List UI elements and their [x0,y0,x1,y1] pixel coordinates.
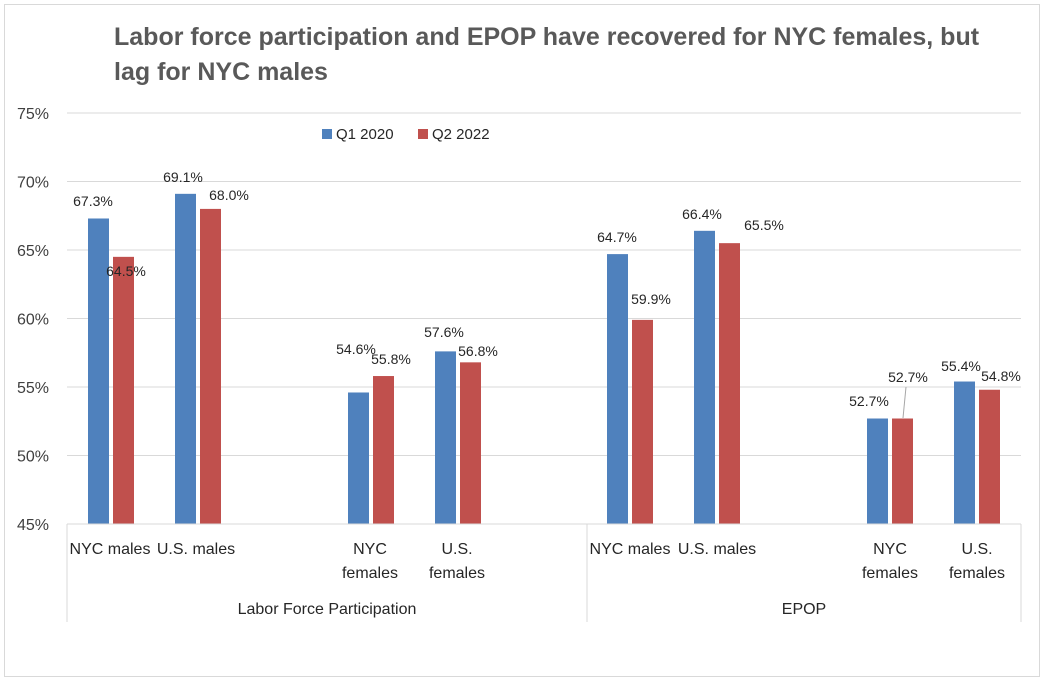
y-tick-label: 65% [17,243,49,260]
data-label: 69.1% [163,169,203,185]
x-tick-label: U.S. [441,541,472,558]
bar [200,208,221,524]
bar [867,418,888,524]
data-label: 54.6% [336,341,376,357]
data-label: 66.4% [682,206,722,222]
bar [460,362,481,524]
y-tick-label: 55% [17,380,49,397]
y-tick-label: 50% [17,449,49,466]
x-tick-label: females [342,565,398,582]
data-label: 57.6% [424,324,464,340]
data-label: 64.5% [106,263,146,279]
bars [88,193,1000,525]
data-label: 56.8% [458,343,498,359]
data-label: 65.5% [744,217,784,233]
data-label: 55.8% [371,351,411,367]
bar [632,319,653,524]
x-group-label: Labor Force Participation [238,601,417,618]
bar [607,254,628,525]
data-label: 64.7% [597,229,637,245]
y-tick-label: 45% [17,517,49,534]
y-tick-label: 60% [17,312,49,329]
bar [435,351,456,524]
bar [694,230,715,524]
x-tick-label: U.S. males [157,541,235,558]
x-tick-label: females [429,565,485,582]
bar [719,243,740,524]
bar [348,392,369,524]
x-axis: NYC males U.S. males NYC females U.S. females… [66,523,1022,622]
bar [954,381,975,524]
bar [88,218,109,525]
x-tick-label: NYC males [590,541,671,558]
bar [979,389,1000,524]
data-label: 52.7% [888,369,928,385]
y-tick-label: 70% [17,175,49,192]
x-tick-label: U.S. males [678,541,756,558]
legend-swatch [418,129,428,139]
x-tick-label: females [862,565,918,582]
legend-swatch [322,129,332,139]
legend-label: Q2 2022 [432,126,490,143]
x-tick-label: NYC [353,541,387,558]
data-label: 67.3% [73,193,113,209]
x-tick-label: U.S. [961,541,992,558]
x-group-label: EPOP [782,601,826,618]
data-label: 59.9% [631,291,671,307]
data-label: 54.8% [981,368,1021,384]
bar [113,256,134,524]
x-tick-label: females [949,565,1005,582]
x-tick-label: NYC males [70,541,151,558]
legend: Q1 2020 Q2 2022 [322,126,490,143]
gridlines [67,112,1021,456]
chart-title: Labor force participation and EPOP have … [114,23,980,86]
data-label: 68.0% [209,187,249,203]
y-tick-label: 75% [17,106,49,123]
x-tick-label: NYC [873,541,907,558]
data-label: 52.7% [849,393,889,409]
leader-line [902,386,907,419]
bar [175,193,196,524]
bar [373,376,394,524]
data-labels: 67.3% 69.1% 54.6% 57.6% 64.7% 66.4% 52.7% 55.4%… [73,169,1021,419]
data-label: 55.4% [941,358,981,374]
legend-label: Q1 2020 [336,126,394,143]
y-axis-ticks: 45% 50% 55% 60% 65% 70% 75% [17,106,49,534]
bar [892,418,913,524]
